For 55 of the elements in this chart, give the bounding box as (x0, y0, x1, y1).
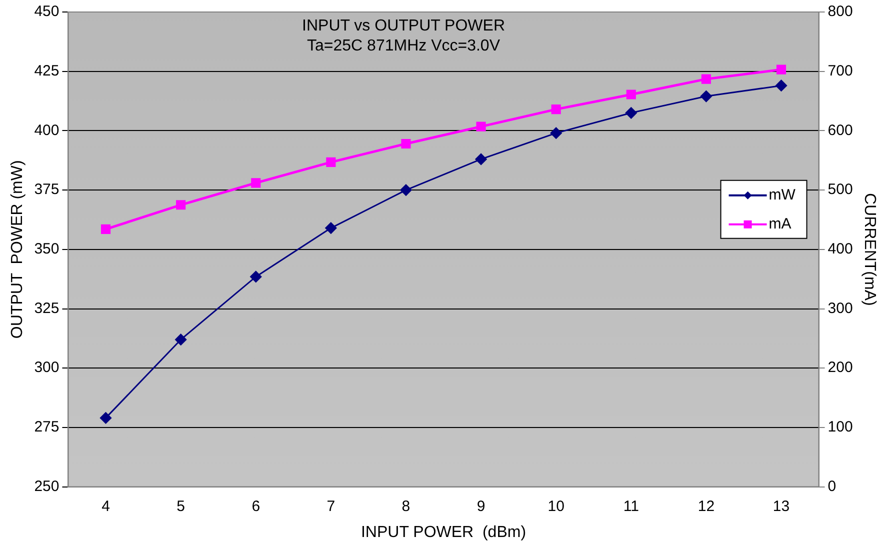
point (625, 107, 637, 119)
x-tick-label: 11 (623, 498, 639, 515)
x-tick-label: 9 (476, 498, 486, 515)
y-axis-title: OUTPUT POWER (mW) (9, 160, 26, 339)
y2-tick-label: 800 (828, 3, 853, 20)
y-tick-label: 300 (34, 359, 60, 376)
legend-label: mW (768, 186, 796, 204)
point (176, 200, 186, 210)
text: Ta=25C 871MHz Vcc=3.0V (307, 37, 500, 54)
x-axis-title: INPUT POWER (dBm) (360, 524, 526, 541)
point (551, 104, 561, 114)
y-tick-label: 275 (34, 418, 60, 436)
y2-tick-label: 400 (828, 240, 853, 258)
legend-label: mA (768, 216, 792, 233)
point (476, 122, 486, 132)
y-tick-label: 450 (34, 3, 60, 20)
y-tick-label: 425 (34, 62, 60, 80)
point (626, 90, 636, 100)
y2-axis-title: CURRENT(mA) (860, 192, 878, 306)
y-tick-label: 325 (34, 300, 60, 317)
point (776, 64, 786, 74)
y-tick-label: 400 (34, 122, 60, 139)
y2-tick-label: 300 (828, 300, 853, 317)
y2-tick-label: 600 (828, 122, 853, 139)
y2-tick-label: 0 (828, 478, 836, 495)
y2-tick-label: 700 (828, 62, 853, 80)
y-tick-label: 350 (34, 240, 60, 258)
y2-tick-label: 200 (828, 359, 853, 376)
x-tick-label: 7 (326, 498, 336, 515)
point (175, 334, 187, 346)
y2-tick-label: 100 (828, 418, 853, 436)
x-tick-label: 10 (548, 498, 564, 515)
point (326, 157, 336, 167)
chart-title: INPUT vs OUTPUT POWER (302, 17, 505, 34)
x-tick-label: 8 (402, 498, 410, 515)
point (400, 184, 412, 196)
x-tick-label: 12 (698, 498, 715, 515)
point (401, 138, 411, 149)
y-tick-label: 250 (34, 478, 60, 495)
point (550, 127, 562, 139)
point (700, 90, 712, 102)
point (701, 74, 711, 84)
point (251, 178, 261, 188)
point (475, 153, 487, 165)
point (325, 222, 337, 234)
y2-tick-label: 500 (828, 181, 853, 198)
x-tick-label: 13 (772, 498, 790, 515)
point (100, 412, 112, 424)
point (250, 270, 262, 282)
point (775, 80, 787, 92)
x-tick-label: 4 (102, 498, 110, 515)
x-tick-label: 6 (252, 498, 260, 515)
x-tick-label: 5 (176, 498, 185, 515)
y-tick-label: 375 (34, 181, 60, 198)
point (100, 224, 111, 234)
